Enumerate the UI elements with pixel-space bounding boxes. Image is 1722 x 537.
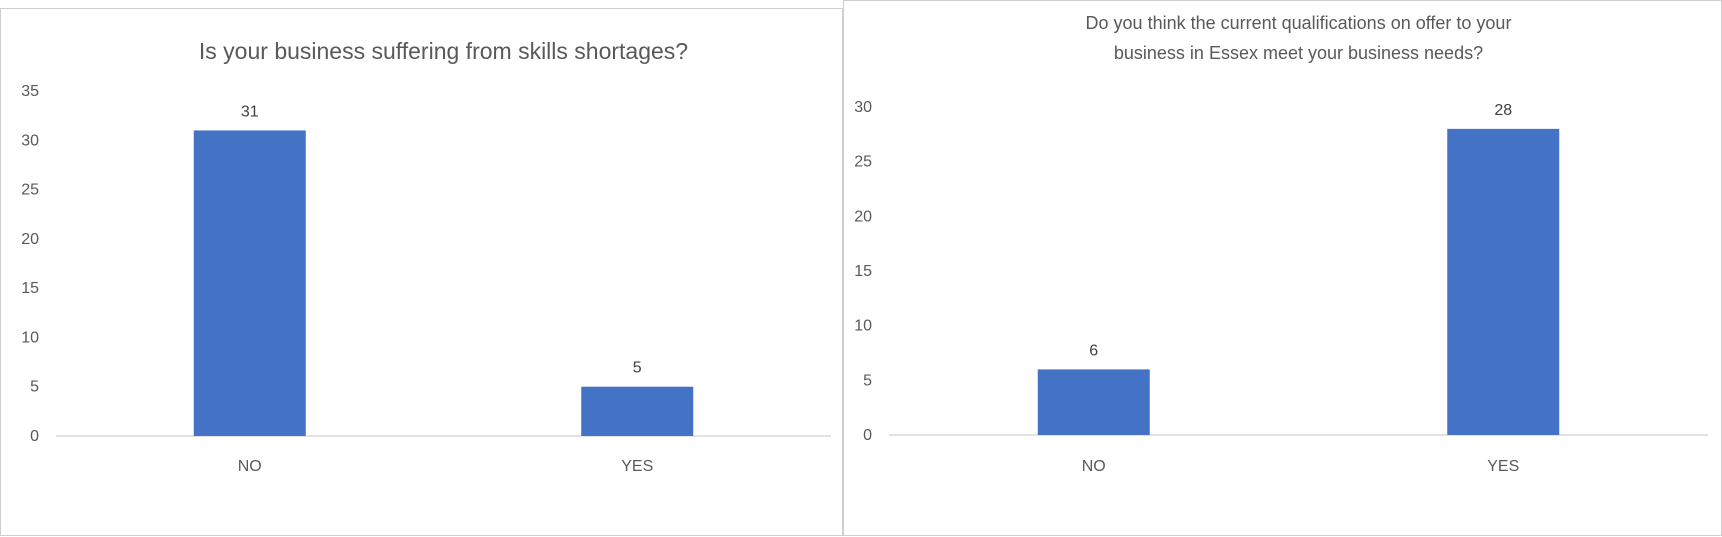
y-tick-label: 30: [854, 99, 872, 116]
chart-title-line: Do you think the current qualifications …: [1086, 13, 1512, 33]
chart-panel-qualifications: Do you think the current qualifications …: [843, 0, 1722, 536]
y-tick-label: 30: [21, 132, 39, 149]
y-tick-label: 20: [854, 208, 872, 225]
bar-no: [1037, 369, 1150, 435]
x-category-label-no: NO: [238, 458, 262, 475]
bar-yes: [1447, 128, 1560, 435]
chart-panel-skills-shortages: Is your business suffering from skills s…: [0, 8, 843, 536]
chart-title-line: Is your business suffering from skills s…: [199, 38, 688, 64]
data-label-no: 31: [241, 103, 259, 120]
y-tick-label: 20: [21, 231, 39, 248]
y-tick-label: 0: [30, 428, 39, 445]
chart-title-line: business in Essex meet your business nee…: [1114, 43, 1483, 63]
y-tick-label: 10: [854, 318, 872, 335]
bar-chart-skills-shortages: Is your business suffering from skills s…: [21, 38, 831, 475]
bar-no: [193, 130, 306, 436]
y-tick-label: 5: [863, 372, 872, 389]
y-tick-label: 25: [21, 182, 39, 199]
bar-chart-qualifications: Do you think the current qualifications …: [854, 13, 1708, 475]
x-category-label-no: NO: [1082, 458, 1106, 475]
x-category-label-yes: YES: [1487, 458, 1519, 475]
data-label-yes: 5: [633, 360, 642, 377]
bar-yes: [581, 386, 694, 436]
y-tick-label: 10: [21, 329, 39, 346]
data-label-no: 6: [1089, 342, 1098, 359]
y-tick-label: 25: [854, 154, 872, 171]
data-label-yes: 28: [1494, 102, 1512, 119]
y-tick-label: 5: [30, 379, 39, 396]
y-tick-label: 35: [21, 83, 39, 100]
x-category-label-yes: YES: [621, 458, 653, 475]
y-tick-label: 0: [863, 427, 872, 444]
y-tick-label: 15: [854, 263, 872, 280]
y-tick-label: 15: [21, 280, 39, 297]
